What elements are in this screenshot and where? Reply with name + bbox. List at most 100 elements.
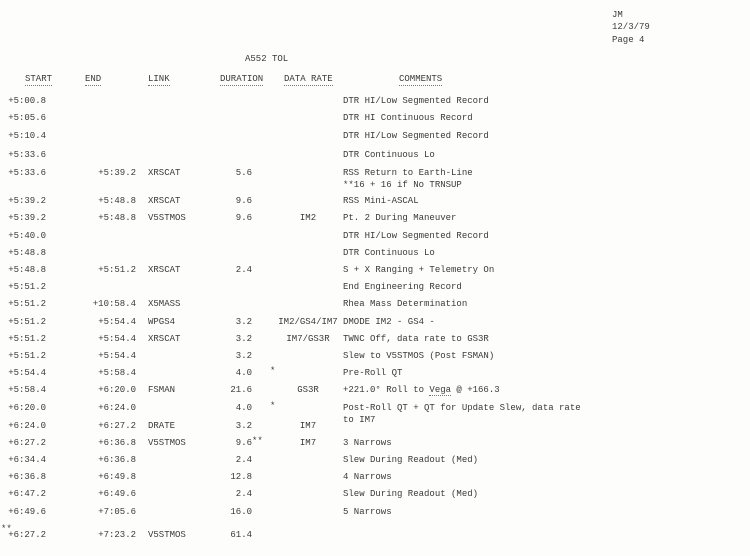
cell-data-rate: IM7 (299, 421, 317, 431)
cell-end: +7:23.2 (98, 530, 136, 540)
comment-text: TWNC Off, data rate to GS3R (343, 334, 489, 344)
cell-start: +5:48.8 (8, 265, 46, 275)
cell-start: +5:33.6 (8, 168, 46, 178)
cell-duration: 12.8 (230, 472, 252, 482)
cell-comment: **16 + 16 if No TRNSUP (343, 180, 462, 191)
comment-text: @ +166.3 (451, 385, 500, 395)
cell-start: +6:27.2 (8, 530, 46, 540)
cell-end: +5:54.4 (98, 351, 136, 361)
cell-comment: DTR HI/Low Segmented Record (343, 96, 489, 107)
cell-end: +5:48.8 (98, 196, 136, 206)
cell-start: +5:54.4 (8, 368, 46, 378)
cell-duration: 61.4 (230, 530, 252, 540)
comment-text: Pt. 2 During Maneuver (343, 213, 457, 223)
cell-end: +5:48.8 (98, 213, 136, 223)
comment-text: Pre-Roll QT (343, 368, 403, 378)
cell-end: +10:58.4 (92, 299, 136, 309)
cell-duration: 3.2 (235, 317, 252, 327)
comment-text: +221.0° Roll to (343, 385, 430, 395)
cell-start: +5:33.6 (8, 150, 46, 160)
cell-start: +5:39.2 (8, 213, 46, 223)
comment-text: Vega (429, 385, 452, 396)
cell-duration: 3.2 (235, 351, 252, 361)
cell-data-rate: IM7 (299, 438, 317, 448)
row-prefix-mark: ** (1, 524, 12, 534)
cell-duration: 4.0 (235, 368, 252, 378)
cell-end: +6:49.6 (98, 489, 136, 499)
cell-comment: DTR HI/Low Segmented Record (343, 231, 489, 242)
cell-data-rate: IM2/GS4/IM7 (278, 317, 338, 327)
comment-text: DMODE IM2 - GS4 - (343, 317, 435, 327)
cell-comment: 3 Narrows (343, 438, 392, 449)
cell-duration: 9.6 (235, 196, 252, 206)
cell-comment: DTR HI/Low Segmented Record (343, 131, 489, 142)
cell-mark: * (270, 401, 276, 411)
cell-comment: Slew During Readout (Med) (343, 489, 478, 500)
cell-start: +5:00.8 (8, 96, 46, 106)
cell-comment: Pre-Roll QT (343, 368, 402, 379)
cell-comment: DTR Continuous Lo (343, 248, 435, 259)
cell-comment: DTR Continuous Lo (343, 150, 435, 161)
cell-start: +6:20.0 (8, 403, 46, 413)
column-header-start: START (25, 74, 53, 86)
cell-start: +5:51.2 (8, 351, 46, 361)
page-number: Page 4 (612, 35, 645, 45)
cell-comment: DMODE IM2 - GS4 - (343, 317, 435, 328)
comment-text: Slew During Readout (Med) (343, 489, 479, 499)
cell-start: +6:47.2 (8, 489, 46, 499)
cell-link: WPGS4 (148, 317, 176, 327)
cell-data-rate: GS3R (297, 385, 319, 395)
cell-end: +6:20.0 (98, 385, 136, 395)
comment-text: Rhea Mass Determination (343, 299, 468, 309)
column-header-link: LINK (148, 74, 170, 86)
cell-comment: Post-Roll QT + QT for Update Slew, data … (343, 403, 581, 414)
comment-text: DTR Continuous Lo (343, 150, 435, 160)
comment-text: S + X Ranging + Telemetry On (343, 265, 495, 275)
cell-start: +5:40.0 (8, 231, 46, 241)
cell-comment: 4 Narrows (343, 472, 392, 483)
comment-text: RSS Mini-ASCAL (343, 196, 419, 206)
cell-comment: +221.0° Roll to Vega @ +166.3 (343, 385, 500, 396)
cell-end: +6:36.8 (98, 438, 136, 448)
comment-text: 3 Narrows (343, 438, 392, 448)
cell-duration: 5.6 (235, 168, 252, 178)
cell-end: +5:54.4 (98, 317, 136, 327)
cell-comment: 5 Narrows (343, 507, 392, 518)
column-header-data-rate: DATA RATE (284, 74, 333, 86)
cell-duration: 4.0 (235, 403, 252, 413)
cell-comment: RSS Return to Earth-Line (343, 168, 473, 179)
comment-text: Post-Roll QT + QT for Update Slew, data … (343, 403, 581, 413)
cell-start: +5:10.4 (8, 131, 46, 141)
cell-duration: 21.6 (230, 385, 252, 395)
cell-start: +5:51.2 (8, 317, 46, 327)
cell-data-rate: IM2 (299, 213, 317, 223)
cell-start: +6:27.2 (8, 438, 46, 448)
cell-duration: 2.4 (235, 455, 252, 465)
document-date: 12/3/79 (612, 22, 650, 32)
cell-duration: 9.6 (235, 438, 252, 448)
cell-comment: S + X Ranging + Telemetry On (343, 265, 494, 276)
cell-duration: 3.2 (235, 421, 252, 431)
cell-comment: RSS Mini-ASCAL (343, 196, 419, 207)
cell-link: V5STMOS (148, 438, 186, 448)
cell-link: XRSCAT (148, 196, 181, 206)
comment-text: 5 Narrows (343, 507, 392, 517)
cell-link: XRSCAT (148, 265, 181, 275)
cell-comment: Pt. 2 During Maneuver (343, 213, 456, 224)
cell-link: X5MASS (148, 299, 181, 309)
comment-text: Slew During Readout (Med) (343, 455, 479, 465)
comment-text: Slew to V5STMOS (Post FSMAN) (343, 351, 495, 361)
cell-start: +5:58.4 (8, 385, 46, 395)
cell-comment: to IM7 (343, 415, 375, 426)
cell-end: +5:39.2 (98, 168, 136, 178)
column-header-duration: DURATION (220, 74, 264, 86)
comment-text: 4 Narrows (343, 472, 392, 482)
cell-link: FSMAN (148, 385, 176, 395)
cell-end: +5:58.4 (98, 368, 136, 378)
author-initials: JM (612, 10, 623, 20)
cell-start: +6:24.0 (8, 421, 46, 431)
cell-end: +7:05.6 (98, 507, 136, 517)
cell-comment: TWNC Off, data rate to GS3R (343, 334, 489, 345)
cell-start: +6:34.4 (8, 455, 46, 465)
